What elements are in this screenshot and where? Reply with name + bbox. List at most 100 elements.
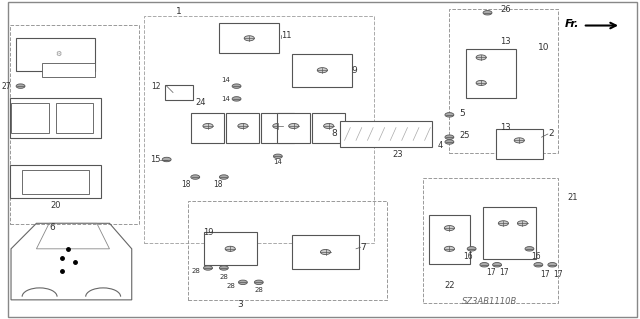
FancyBboxPatch shape xyxy=(277,113,310,143)
Circle shape xyxy=(514,138,524,143)
Circle shape xyxy=(220,266,228,270)
Text: 6: 6 xyxy=(49,223,55,232)
Text: 11: 11 xyxy=(281,31,292,40)
Text: 10: 10 xyxy=(538,43,550,52)
Text: 14: 14 xyxy=(221,96,230,102)
Text: 4: 4 xyxy=(438,141,443,150)
Circle shape xyxy=(324,123,334,129)
Circle shape xyxy=(232,84,241,88)
Circle shape xyxy=(238,123,248,129)
Circle shape xyxy=(476,55,486,60)
Text: 22: 22 xyxy=(444,281,454,290)
Text: 28: 28 xyxy=(254,287,263,293)
Circle shape xyxy=(480,263,489,267)
FancyBboxPatch shape xyxy=(22,170,88,194)
Circle shape xyxy=(476,80,486,85)
Text: 17: 17 xyxy=(540,270,550,278)
FancyBboxPatch shape xyxy=(261,113,294,143)
Circle shape xyxy=(232,97,241,101)
FancyBboxPatch shape xyxy=(429,215,470,264)
Text: 28: 28 xyxy=(191,268,200,274)
FancyBboxPatch shape xyxy=(483,207,536,259)
FancyBboxPatch shape xyxy=(10,98,101,138)
Circle shape xyxy=(483,11,492,15)
Text: 20: 20 xyxy=(51,201,61,210)
Text: 18: 18 xyxy=(212,180,222,189)
Circle shape xyxy=(254,280,263,285)
FancyBboxPatch shape xyxy=(220,23,279,53)
FancyBboxPatch shape xyxy=(292,54,352,87)
Circle shape xyxy=(162,157,171,162)
Circle shape xyxy=(239,280,248,285)
Circle shape xyxy=(493,263,502,267)
Text: 16: 16 xyxy=(463,252,473,261)
FancyBboxPatch shape xyxy=(292,235,358,269)
Text: 1: 1 xyxy=(176,7,182,16)
FancyBboxPatch shape xyxy=(340,121,431,147)
Circle shape xyxy=(191,175,200,179)
Text: 17: 17 xyxy=(554,270,563,278)
Text: 5: 5 xyxy=(459,109,465,118)
Text: 18: 18 xyxy=(181,180,191,189)
Text: 23: 23 xyxy=(392,150,403,159)
Text: 2: 2 xyxy=(548,130,554,138)
Text: 24: 24 xyxy=(195,98,206,107)
Circle shape xyxy=(445,135,454,139)
FancyBboxPatch shape xyxy=(312,113,345,143)
FancyBboxPatch shape xyxy=(227,113,259,143)
Text: 25: 25 xyxy=(459,131,469,140)
Text: 26: 26 xyxy=(500,5,511,14)
Text: 19: 19 xyxy=(203,228,213,237)
Text: 28: 28 xyxy=(227,283,236,288)
Text: 12: 12 xyxy=(151,82,161,91)
Circle shape xyxy=(244,36,254,41)
Circle shape xyxy=(220,175,228,179)
FancyBboxPatch shape xyxy=(165,85,193,100)
Circle shape xyxy=(225,246,236,251)
Circle shape xyxy=(525,247,534,251)
Text: 8: 8 xyxy=(332,130,338,138)
Circle shape xyxy=(321,249,331,255)
Text: 14: 14 xyxy=(273,160,282,166)
Circle shape xyxy=(289,123,299,129)
Text: 7: 7 xyxy=(360,243,366,252)
FancyBboxPatch shape xyxy=(191,113,225,143)
Circle shape xyxy=(444,226,454,231)
Circle shape xyxy=(467,247,476,251)
Text: 17: 17 xyxy=(499,268,509,277)
Text: 13: 13 xyxy=(500,37,511,46)
FancyBboxPatch shape xyxy=(42,63,95,77)
FancyBboxPatch shape xyxy=(496,129,543,159)
Text: 9: 9 xyxy=(351,66,356,75)
FancyBboxPatch shape xyxy=(12,103,49,133)
Text: 3: 3 xyxy=(237,300,243,309)
Text: SZ3AB1110B: SZ3AB1110B xyxy=(462,297,517,306)
Circle shape xyxy=(317,68,328,73)
FancyBboxPatch shape xyxy=(466,49,516,98)
FancyBboxPatch shape xyxy=(16,38,95,71)
Text: 17: 17 xyxy=(486,268,496,277)
Circle shape xyxy=(499,221,509,226)
Circle shape xyxy=(204,266,212,270)
Circle shape xyxy=(273,123,283,129)
Circle shape xyxy=(203,123,213,129)
Text: Fr.: Fr. xyxy=(565,19,580,29)
Circle shape xyxy=(534,263,543,267)
Circle shape xyxy=(445,113,454,117)
Text: 27: 27 xyxy=(1,82,11,91)
FancyBboxPatch shape xyxy=(56,103,93,133)
FancyBboxPatch shape xyxy=(204,232,257,265)
Circle shape xyxy=(444,246,454,251)
Text: 15: 15 xyxy=(150,155,161,164)
Circle shape xyxy=(273,154,282,159)
Text: 14: 14 xyxy=(221,77,230,83)
Text: 28: 28 xyxy=(220,274,228,280)
Text: 16: 16 xyxy=(531,252,540,261)
Circle shape xyxy=(548,263,557,267)
Circle shape xyxy=(445,140,454,144)
Circle shape xyxy=(16,84,25,88)
FancyBboxPatch shape xyxy=(10,165,101,198)
Text: ⚙: ⚙ xyxy=(56,51,62,57)
Circle shape xyxy=(517,221,527,226)
Text: 21: 21 xyxy=(567,193,577,202)
